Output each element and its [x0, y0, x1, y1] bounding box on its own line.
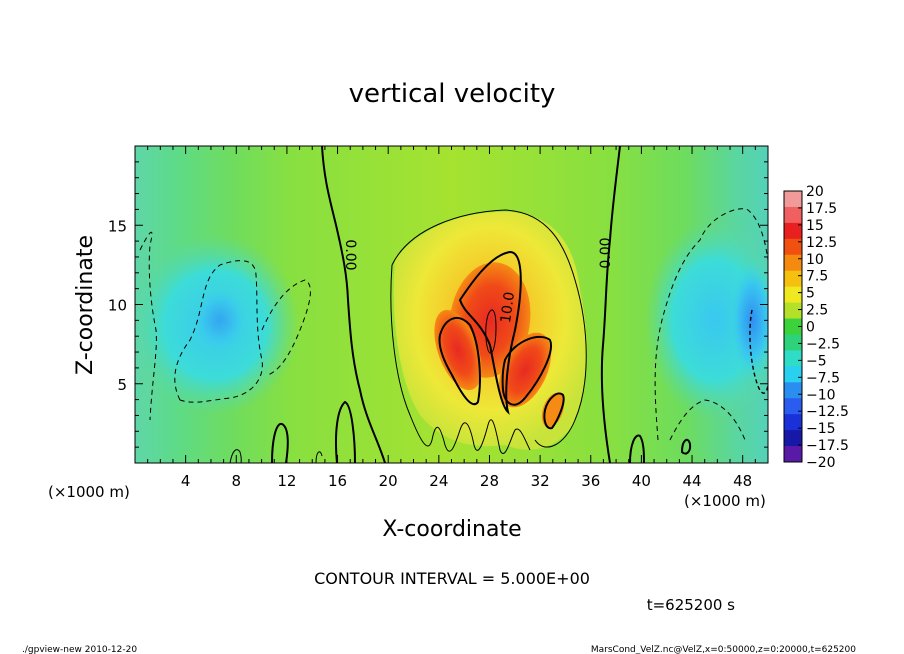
contour-zero-right	[600, 146, 621, 463]
y-tick-label: 10	[108, 297, 127, 315]
colorbar-label: −2.5	[806, 336, 840, 352]
y-axis-label: Z-coordinate	[73, 235, 98, 375]
x-tick-label: 16	[328, 472, 347, 490]
colorbar-swatch	[784, 350, 802, 367]
colorbar-label: 15	[806, 218, 824, 234]
contour-negative-right-inner	[749, 309, 768, 394]
contour-plume-bottom	[390, 264, 531, 454]
contour-interval: CONTOUR INTERVAL = 5.000E+00	[314, 569, 590, 588]
colorbar-swatch	[784, 206, 802, 224]
colorbar-label: 7.5	[806, 269, 828, 285]
colorbar-swatch	[784, 270, 802, 288]
colorbar-label: 5	[806, 286, 815, 302]
contour-negative-right-lower	[669, 399, 746, 441]
y-axis: 5 10 15	[108, 161, 768, 448]
x-unit-left: (×1000 m)	[48, 483, 130, 501]
x-tick-label: 44	[682, 472, 701, 490]
colorbar-swatch	[784, 302, 802, 320]
contour-ten-inner	[485, 309, 497, 354]
contour-ten-right	[501, 335, 552, 406]
updraft-core-left	[434, 309, 482, 391]
colorbar-label: −15	[806, 421, 836, 437]
x-tick-label: 28	[480, 472, 499, 490]
colorbar-swatch	[784, 318, 802, 335]
x-axis: 4 8 12 16 20 24 28 32 36 40 44 48	[147, 146, 756, 490]
contour-label-zero-right: 0.00	[598, 237, 614, 268]
contour-bottom-2	[334, 400, 356, 463]
colorbar-label: −7.5	[806, 370, 840, 386]
colorbar-swatch	[784, 191, 802, 208]
colorbar-label: 12.5	[806, 235, 837, 251]
colorbar-label: 10	[806, 252, 824, 268]
colorbar-label: 0	[806, 320, 815, 336]
contour-bottom-3	[629, 434, 645, 463]
y-tick-label: 5	[117, 376, 127, 394]
x-tick-label: 8	[232, 472, 242, 490]
contour-plume-outline	[391, 209, 587, 448]
colorbar-swatch	[784, 286, 802, 304]
contour-bottom-6	[315, 451, 323, 463]
x-tick-label: 48	[733, 472, 752, 490]
x-tick-label: 20	[379, 472, 398, 490]
x-axis-label: X-coordinate	[382, 517, 521, 542]
x-tick-label: 32	[531, 472, 550, 490]
contour-zero-left	[321, 146, 386, 463]
contour-negative-left-small	[261, 279, 311, 376]
x-tick-label: 40	[632, 472, 651, 490]
footer-right: MarsCond_VelZ.nc@VelZ,x=0:50000,z=0:2000…	[591, 645, 856, 654]
contour-small-core	[543, 392, 565, 430]
x-unit-right: (×1000 m)	[684, 492, 766, 510]
colorbar-swatch	[784, 334, 802, 351]
colorbar-swatch	[784, 254, 802, 272]
colorbar-swatch	[784, 222, 802, 240]
colorbar-label: 20	[806, 184, 824, 200]
contour-negative-left-mid	[174, 260, 263, 403]
colorbar-label: −5	[806, 353, 827, 369]
plot-area	[135, 146, 768, 463]
downdraft-core-left	[190, 285, 250, 355]
colorbar-label: 2.5	[806, 303, 828, 319]
colorbar-swatch	[784, 446, 802, 463]
x-tick-label: 12	[277, 472, 296, 490]
colorbar-label: −12.5	[806, 404, 849, 420]
colorbar-swatch	[784, 382, 802, 399]
contour-ten-left	[438, 316, 481, 405]
chart-title: vertical velocity	[349, 79, 556, 109]
colorbar-swatch	[784, 414, 802, 431]
contour-bottom-1	[271, 422, 289, 463]
time-label: t=625200 s	[647, 596, 735, 614]
colorbar-label: −17.5	[806, 438, 849, 454]
y-tick-label: 15	[108, 217, 127, 235]
contour-bottom-5	[229, 449, 242, 463]
contour-label-ten: 10.0	[498, 291, 518, 324]
x-tick-label: 36	[581, 472, 600, 490]
footer-left: ./gpview-new 2010-12-20	[22, 645, 137, 654]
colorbar-swatch	[784, 398, 802, 415]
contour-label-zero-left: 0.00	[342, 239, 358, 270]
colorbar-swatch	[784, 366, 802, 383]
x-tick-label: 4	[181, 472, 191, 490]
colorbar-label: 17.5	[806, 201, 837, 217]
colorbar-label: −20	[806, 455, 836, 471]
contour-ten-central	[458, 250, 522, 415]
colorbar: 2017.51512.5107.552.50−2.5−5−7.5−10−12.5…	[783, 184, 849, 471]
downdraft-core-right	[728, 260, 768, 380]
downdraft-region-right	[645, 220, 768, 420]
contour-bottom-4	[680, 438, 692, 455]
colorbar-swatch	[784, 238, 802, 256]
colorbar-swatch	[784, 430, 802, 447]
x-tick-label: 24	[429, 472, 448, 490]
colorbar-label: −10	[806, 387, 836, 403]
contour-negative-left-outer	[139, 232, 157, 421]
